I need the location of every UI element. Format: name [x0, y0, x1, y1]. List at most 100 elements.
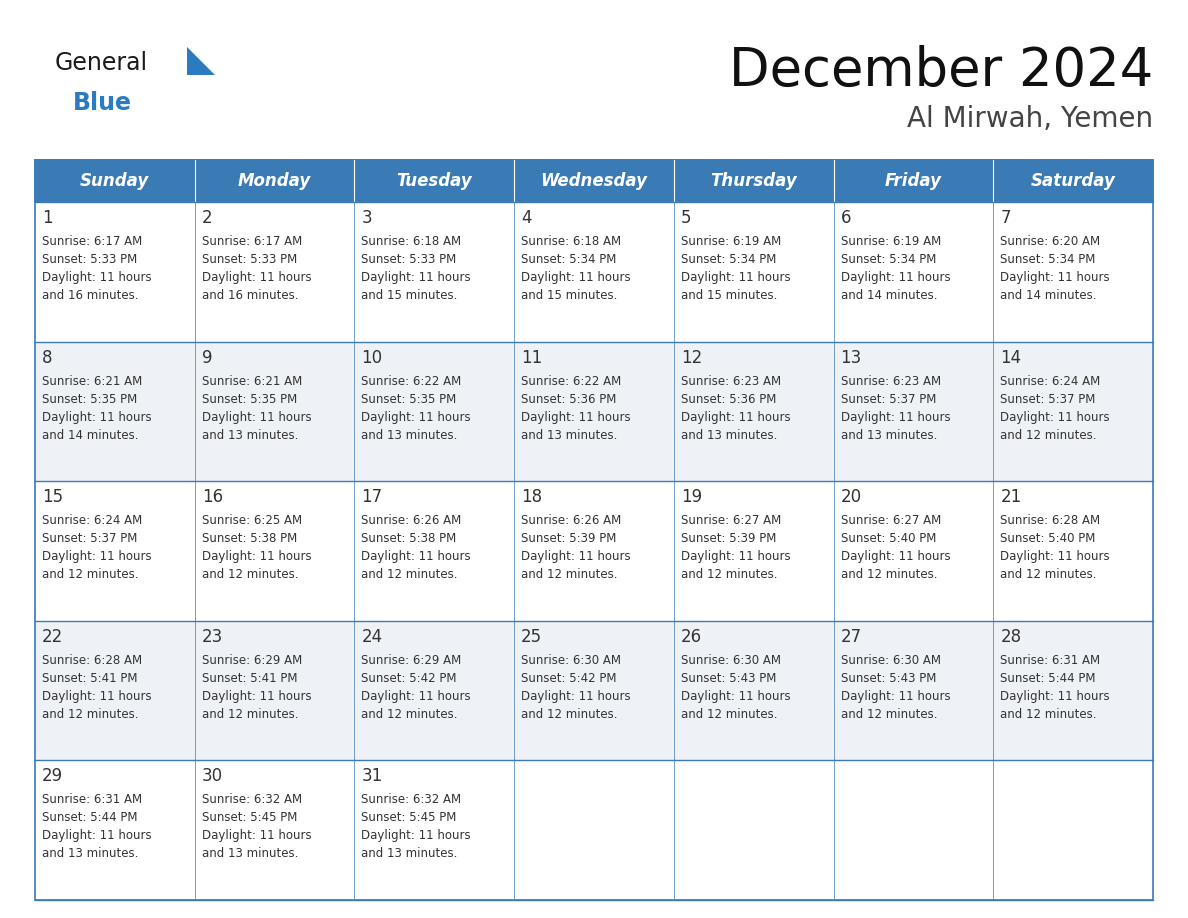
Text: and 14 minutes.: and 14 minutes. [841, 289, 937, 302]
Text: and 12 minutes.: and 12 minutes. [522, 708, 618, 721]
Text: 14: 14 [1000, 349, 1022, 366]
Text: and 12 minutes.: and 12 minutes. [361, 568, 457, 581]
Text: Daylight: 11 hours: Daylight: 11 hours [202, 410, 311, 423]
Text: and 12 minutes.: and 12 minutes. [841, 708, 937, 721]
Text: and 12 minutes.: and 12 minutes. [1000, 429, 1097, 442]
Bar [34, 160, 1154, 202]
Text: Friday: Friday [885, 172, 942, 190]
Text: 1: 1 [42, 209, 52, 227]
Text: Sunset: 5:41 PM: Sunset: 5:41 PM [202, 672, 297, 685]
Text: Daylight: 11 hours: Daylight: 11 hours [522, 550, 631, 564]
Text: Sunrise: 6:32 AM: Sunrise: 6:32 AM [202, 793, 302, 806]
Text: Sunrise: 6:25 AM: Sunrise: 6:25 AM [202, 514, 302, 527]
Text: 12: 12 [681, 349, 702, 366]
Text: Daylight: 11 hours: Daylight: 11 hours [42, 550, 152, 564]
Text: Tuesday: Tuesday [397, 172, 472, 190]
Text: and 12 minutes.: and 12 minutes. [42, 708, 139, 721]
Text: Blue: Blue [72, 91, 132, 115]
Text: Sunset: 5:37 PM: Sunset: 5:37 PM [1000, 393, 1095, 406]
Text: and 13 minutes.: and 13 minutes. [361, 847, 457, 860]
Text: Sunset: 5:44 PM: Sunset: 5:44 PM [1000, 672, 1095, 685]
Text: Sunset: 5:33 PM: Sunset: 5:33 PM [361, 253, 456, 266]
Text: 27: 27 [841, 628, 861, 645]
Text: Daylight: 11 hours: Daylight: 11 hours [522, 689, 631, 703]
Text: Sunset: 5:42 PM: Sunset: 5:42 PM [522, 672, 617, 685]
Text: and 15 minutes.: and 15 minutes. [522, 289, 618, 302]
Text: and 13 minutes.: and 13 minutes. [841, 429, 937, 442]
Text: Saturday: Saturday [1031, 172, 1116, 190]
Text: Sunset: 5:36 PM: Sunset: 5:36 PM [681, 393, 776, 406]
Text: 15: 15 [42, 488, 63, 506]
Text: Sunrise: 6:30 AM: Sunrise: 6:30 AM [681, 654, 781, 666]
Text: Sunset: 5:43 PM: Sunset: 5:43 PM [681, 672, 776, 685]
Text: and 12 minutes.: and 12 minutes. [522, 568, 618, 581]
Text: Sunset: 5:42 PM: Sunset: 5:42 PM [361, 672, 457, 685]
Text: Daylight: 11 hours: Daylight: 11 hours [361, 271, 472, 284]
Text: Sunrise: 6:30 AM: Sunrise: 6:30 AM [522, 654, 621, 666]
Text: 17: 17 [361, 488, 383, 506]
Text: Sunset: 5:44 PM: Sunset: 5:44 PM [42, 812, 138, 824]
Text: Sunrise: 6:29 AM: Sunrise: 6:29 AM [202, 654, 302, 666]
Text: Daylight: 11 hours: Daylight: 11 hours [681, 271, 790, 284]
Text: 23: 23 [202, 628, 223, 645]
Text: and 12 minutes.: and 12 minutes. [681, 568, 777, 581]
Text: Sunset: 5:40 PM: Sunset: 5:40 PM [841, 532, 936, 545]
Text: Monday: Monday [238, 172, 311, 190]
Text: Daylight: 11 hours: Daylight: 11 hours [42, 689, 152, 703]
Text: Daylight: 11 hours: Daylight: 11 hours [361, 829, 472, 843]
Text: 26: 26 [681, 628, 702, 645]
Text: 24: 24 [361, 628, 383, 645]
Text: Sunrise: 6:32 AM: Sunrise: 6:32 AM [361, 793, 462, 806]
Text: Sunday: Sunday [81, 172, 150, 190]
Text: Daylight: 11 hours: Daylight: 11 hours [681, 689, 790, 703]
Text: Sunrise: 6:27 AM: Sunrise: 6:27 AM [841, 514, 941, 527]
Text: Daylight: 11 hours: Daylight: 11 hours [1000, 550, 1110, 564]
Text: Daylight: 11 hours: Daylight: 11 hours [361, 550, 472, 564]
Text: Wednesday: Wednesday [541, 172, 647, 190]
Text: General: General [55, 51, 148, 75]
Text: Sunset: 5:33 PM: Sunset: 5:33 PM [42, 253, 138, 266]
Text: Sunrise: 6:23 AM: Sunrise: 6:23 AM [681, 375, 781, 387]
Text: Sunrise: 6:22 AM: Sunrise: 6:22 AM [361, 375, 462, 387]
Text: Daylight: 11 hours: Daylight: 11 hours [1000, 410, 1110, 423]
Bar [34, 621, 1154, 760]
Text: Daylight: 11 hours: Daylight: 11 hours [522, 410, 631, 423]
Text: 22: 22 [42, 628, 63, 645]
Text: 19: 19 [681, 488, 702, 506]
Bar [34, 760, 1154, 900]
Text: 16: 16 [202, 488, 223, 506]
Text: Sunrise: 6:31 AM: Sunrise: 6:31 AM [42, 793, 143, 806]
Bar [34, 160, 1154, 900]
Text: 7: 7 [1000, 209, 1011, 227]
Text: and 12 minutes.: and 12 minutes. [202, 568, 298, 581]
Text: and 12 minutes.: and 12 minutes. [42, 568, 139, 581]
Text: Sunrise: 6:21 AM: Sunrise: 6:21 AM [42, 375, 143, 387]
Text: Sunrise: 6:30 AM: Sunrise: 6:30 AM [841, 654, 941, 666]
Text: Daylight: 11 hours: Daylight: 11 hours [361, 410, 472, 423]
Text: Sunrise: 6:24 AM: Sunrise: 6:24 AM [42, 514, 143, 527]
Bar [34, 160, 1154, 202]
Text: 6: 6 [841, 209, 851, 227]
Text: Sunset: 5:36 PM: Sunset: 5:36 PM [522, 393, 617, 406]
Text: Sunrise: 6:28 AM: Sunrise: 6:28 AM [42, 654, 143, 666]
Text: Sunset: 5:34 PM: Sunset: 5:34 PM [841, 253, 936, 266]
Text: 31: 31 [361, 767, 383, 786]
Text: Daylight: 11 hours: Daylight: 11 hours [681, 410, 790, 423]
Text: 20: 20 [841, 488, 861, 506]
Text: 11: 11 [522, 349, 543, 366]
Text: Sunset: 5:43 PM: Sunset: 5:43 PM [841, 672, 936, 685]
Text: 28: 28 [1000, 628, 1022, 645]
Text: 25: 25 [522, 628, 542, 645]
Text: 3: 3 [361, 209, 372, 227]
Text: Daylight: 11 hours: Daylight: 11 hours [42, 410, 152, 423]
Text: Daylight: 11 hours: Daylight: 11 hours [1000, 689, 1110, 703]
Text: Sunrise: 6:17 AM: Sunrise: 6:17 AM [202, 235, 302, 248]
Text: 10: 10 [361, 349, 383, 366]
Text: Daylight: 11 hours: Daylight: 11 hours [42, 829, 152, 843]
Text: Sunset: 5:39 PM: Sunset: 5:39 PM [522, 532, 617, 545]
Text: and 16 minutes.: and 16 minutes. [202, 289, 298, 302]
Text: and 12 minutes.: and 12 minutes. [202, 708, 298, 721]
Text: and 13 minutes.: and 13 minutes. [361, 429, 457, 442]
Text: 30: 30 [202, 767, 223, 786]
Text: Sunset: 5:37 PM: Sunset: 5:37 PM [42, 532, 138, 545]
